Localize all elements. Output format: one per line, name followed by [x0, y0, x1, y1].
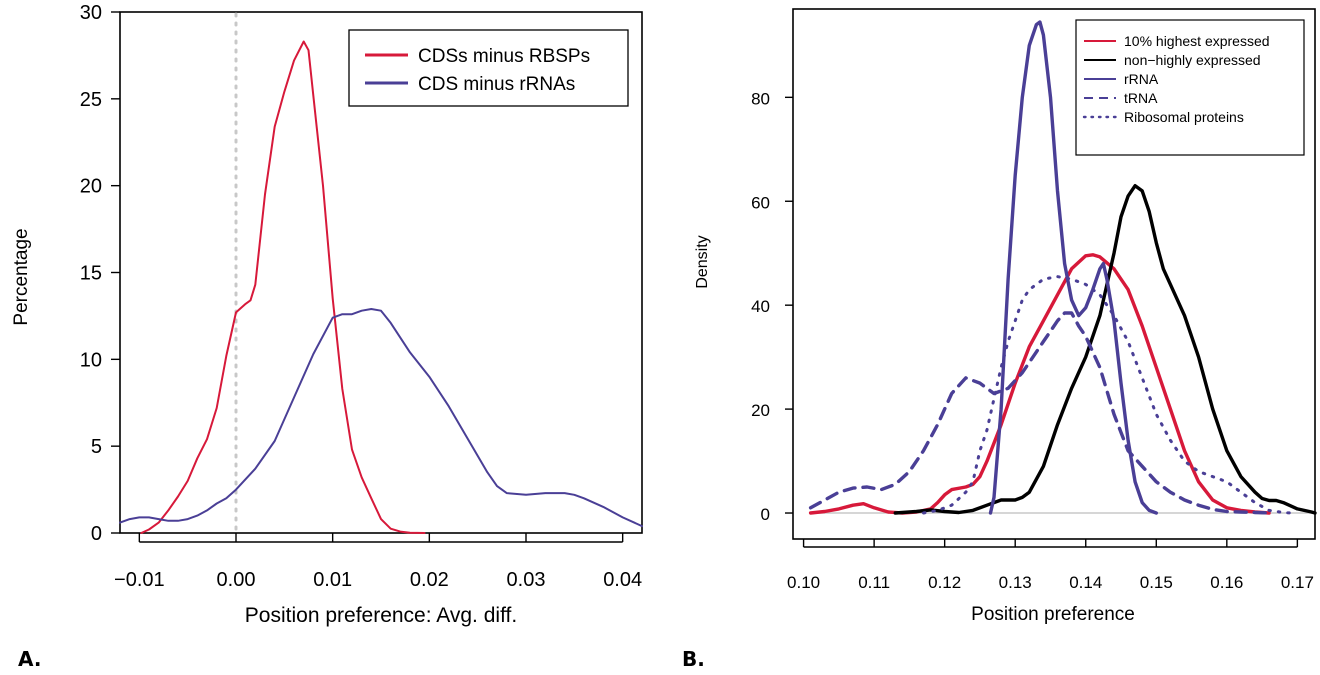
chart-a-y-axis-label: Percentage [11, 228, 32, 325]
chart-b-legend: 10% highest expressed non−highly express… [1075, 19, 1305, 156]
chart-a-series-cds-minus-rrnas [119, 308, 643, 528]
chart-b-x-tick-label: 0.17 [1281, 573, 1314, 592]
chart-b-y-tick-label: 20 [751, 401, 770, 420]
chart-b-x-tick-label: 0.11 [858, 573, 890, 592]
chart-b-legend-entry-1: 10% highest expressed [1124, 33, 1270, 49]
chart-b-series-rrna [988, 20, 1158, 515]
chart-a-y-tick-label: 10 [80, 349, 102, 371]
chart-a-x-tick-label: −0.01 [114, 569, 165, 591]
chart-a-x-tick-label: 0.03 [507, 569, 546, 591]
chart-a-series-cdss-minus-rbsps [140, 40, 426, 534]
chart-a-x-tick-label: 0.01 [313, 569, 352, 591]
chart-b-plot-frame [792, 8, 1316, 540]
chart-b-y-tick-label: 40 [751, 297, 770, 316]
panel-label-b: B. [682, 647, 705, 671]
chart-a-x-tick-label: 0.04 [603, 569, 642, 591]
chart-a: −0.01 0.00 0.01 0.02 0.03 0.04 0 5 10 15 20 25 30 P… [11, 2, 643, 671]
chart-b-x-axis: 0.10 0.11 0.12 0.13 0.14 0.15 0.16 0.17 [787, 539, 1314, 592]
chart-b-legend-entry-4: tRNA [1124, 90, 1158, 106]
chart-b-series-trna [808, 311, 1271, 515]
chart-a-y-tick-label: 5 [91, 436, 102, 458]
chart-b-y-tick-label: 80 [751, 89, 770, 108]
chart-b-y-tick-label: 0 [761, 505, 770, 524]
chart-b-series-non-highly-expressed [893, 184, 1317, 515]
chart-a-x-axis: −0.01 0.00 0.01 0.02 0.03 0.04 [114, 533, 642, 591]
chart-a-y-tick-label: 20 [80, 176, 102, 198]
chart-a-y-tick-label: 15 [80, 263, 102, 285]
chart-b-x-tick-label: 0.14 [1069, 573, 1102, 592]
chart-b-x-tick-label: 0.10 [787, 573, 820, 592]
chart-b: 0.10 0.11 0.12 0.13 0.14 0.15 0.16 0.17 0 20 40 60… [682, 8, 1317, 671]
chart-a-y-axis: 0 5 10 15 20 25 30 [80, 2, 120, 545]
chart-b-y-tick-label: 60 [751, 193, 770, 212]
chart-b-legend-box [1075, 19, 1305, 156]
chart-b-x-tick-label: 0.12 [928, 573, 961, 592]
chart-b-x-tick-label: 0.16 [1210, 573, 1243, 592]
chart-b-series-ribosomal-proteins [922, 275, 1292, 515]
chart-b-x-tick-label: 0.15 [1140, 573, 1173, 592]
chart-a-series-group [119, 40, 643, 534]
chart-a-legend-entry-1: CDSs minus RBSPs [418, 46, 590, 67]
chart-b-series-10-highest-expressed [808, 253, 1271, 515]
chart-b-y-axis: 0 20 40 60 80 [751, 89, 793, 524]
chart-a-legend: CDSs minus RBSPs CDS minus rRNAs [348, 29, 629, 107]
chart-b-legend-entry-5: Ribosomal proteins [1124, 109, 1244, 125]
chart-a-y-tick-label: 0 [91, 523, 102, 545]
chart-a-legend-entry-2: CDS minus rRNAs [418, 74, 575, 95]
chart-a-x-tick-label: 0.02 [410, 569, 449, 591]
chart-a-y-tick-label: 30 [80, 2, 102, 24]
chart-a-legend-box [348, 29, 629, 107]
chart-b-series-group [808, 20, 1317, 515]
chart-a-x-axis-label: Position preference: Avg. diff. [245, 604, 517, 627]
chart-b-y-axis-label: Density [694, 235, 711, 288]
chart-b-x-tick-label: 0.13 [999, 573, 1032, 592]
chart-b-legend-entry-3: rRNA [1124, 71, 1159, 87]
chart-b-legend-entry-2: non−highly expressed [1124, 52, 1261, 68]
panel-label-a: A. [18, 647, 41, 671]
chart-b-x-axis-label: Position preference [971, 604, 1135, 625]
chart-a-y-tick-label: 25 [80, 89, 102, 111]
chart-a-x-tick-label: 0.00 [217, 569, 256, 591]
